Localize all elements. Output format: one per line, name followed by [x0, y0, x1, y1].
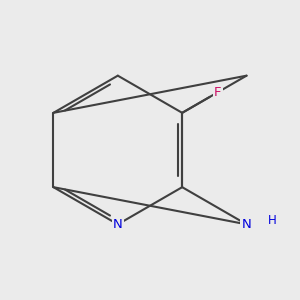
Text: F: F	[214, 86, 221, 99]
Text: N: N	[242, 218, 251, 231]
Text: H: H	[268, 214, 277, 227]
Text: N: N	[113, 218, 123, 231]
